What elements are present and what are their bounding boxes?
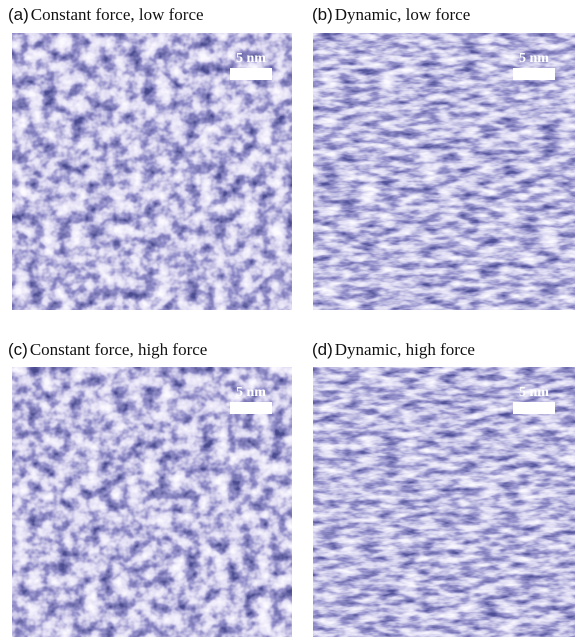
scale-bar-label: 5 nm: [236, 51, 266, 66]
scale-bar: [230, 68, 272, 80]
figure: (a)Constant force, low force5 nm(b)Dynam…: [0, 0, 587, 641]
scale-bar: [513, 68, 555, 80]
scale-bar: [513, 402, 555, 414]
panel-label: (d): [312, 340, 333, 359]
scale-bar-label: 5 nm: [519, 51, 549, 66]
scale-bar: [230, 402, 272, 414]
panel-title: Dynamic, high force: [335, 340, 475, 359]
panel-title: Constant force, low force: [31, 5, 204, 24]
scale-bar-label: 5 nm: [236, 385, 266, 400]
panel-title: Dynamic, low force: [335, 5, 470, 24]
panel-label: (c): [8, 340, 28, 359]
panel-label: (b): [312, 5, 333, 24]
panel-label: (a): [8, 5, 29, 24]
scale-bar-label: 5 nm: [519, 385, 549, 400]
panel-title: Constant force, high force: [30, 340, 208, 359]
